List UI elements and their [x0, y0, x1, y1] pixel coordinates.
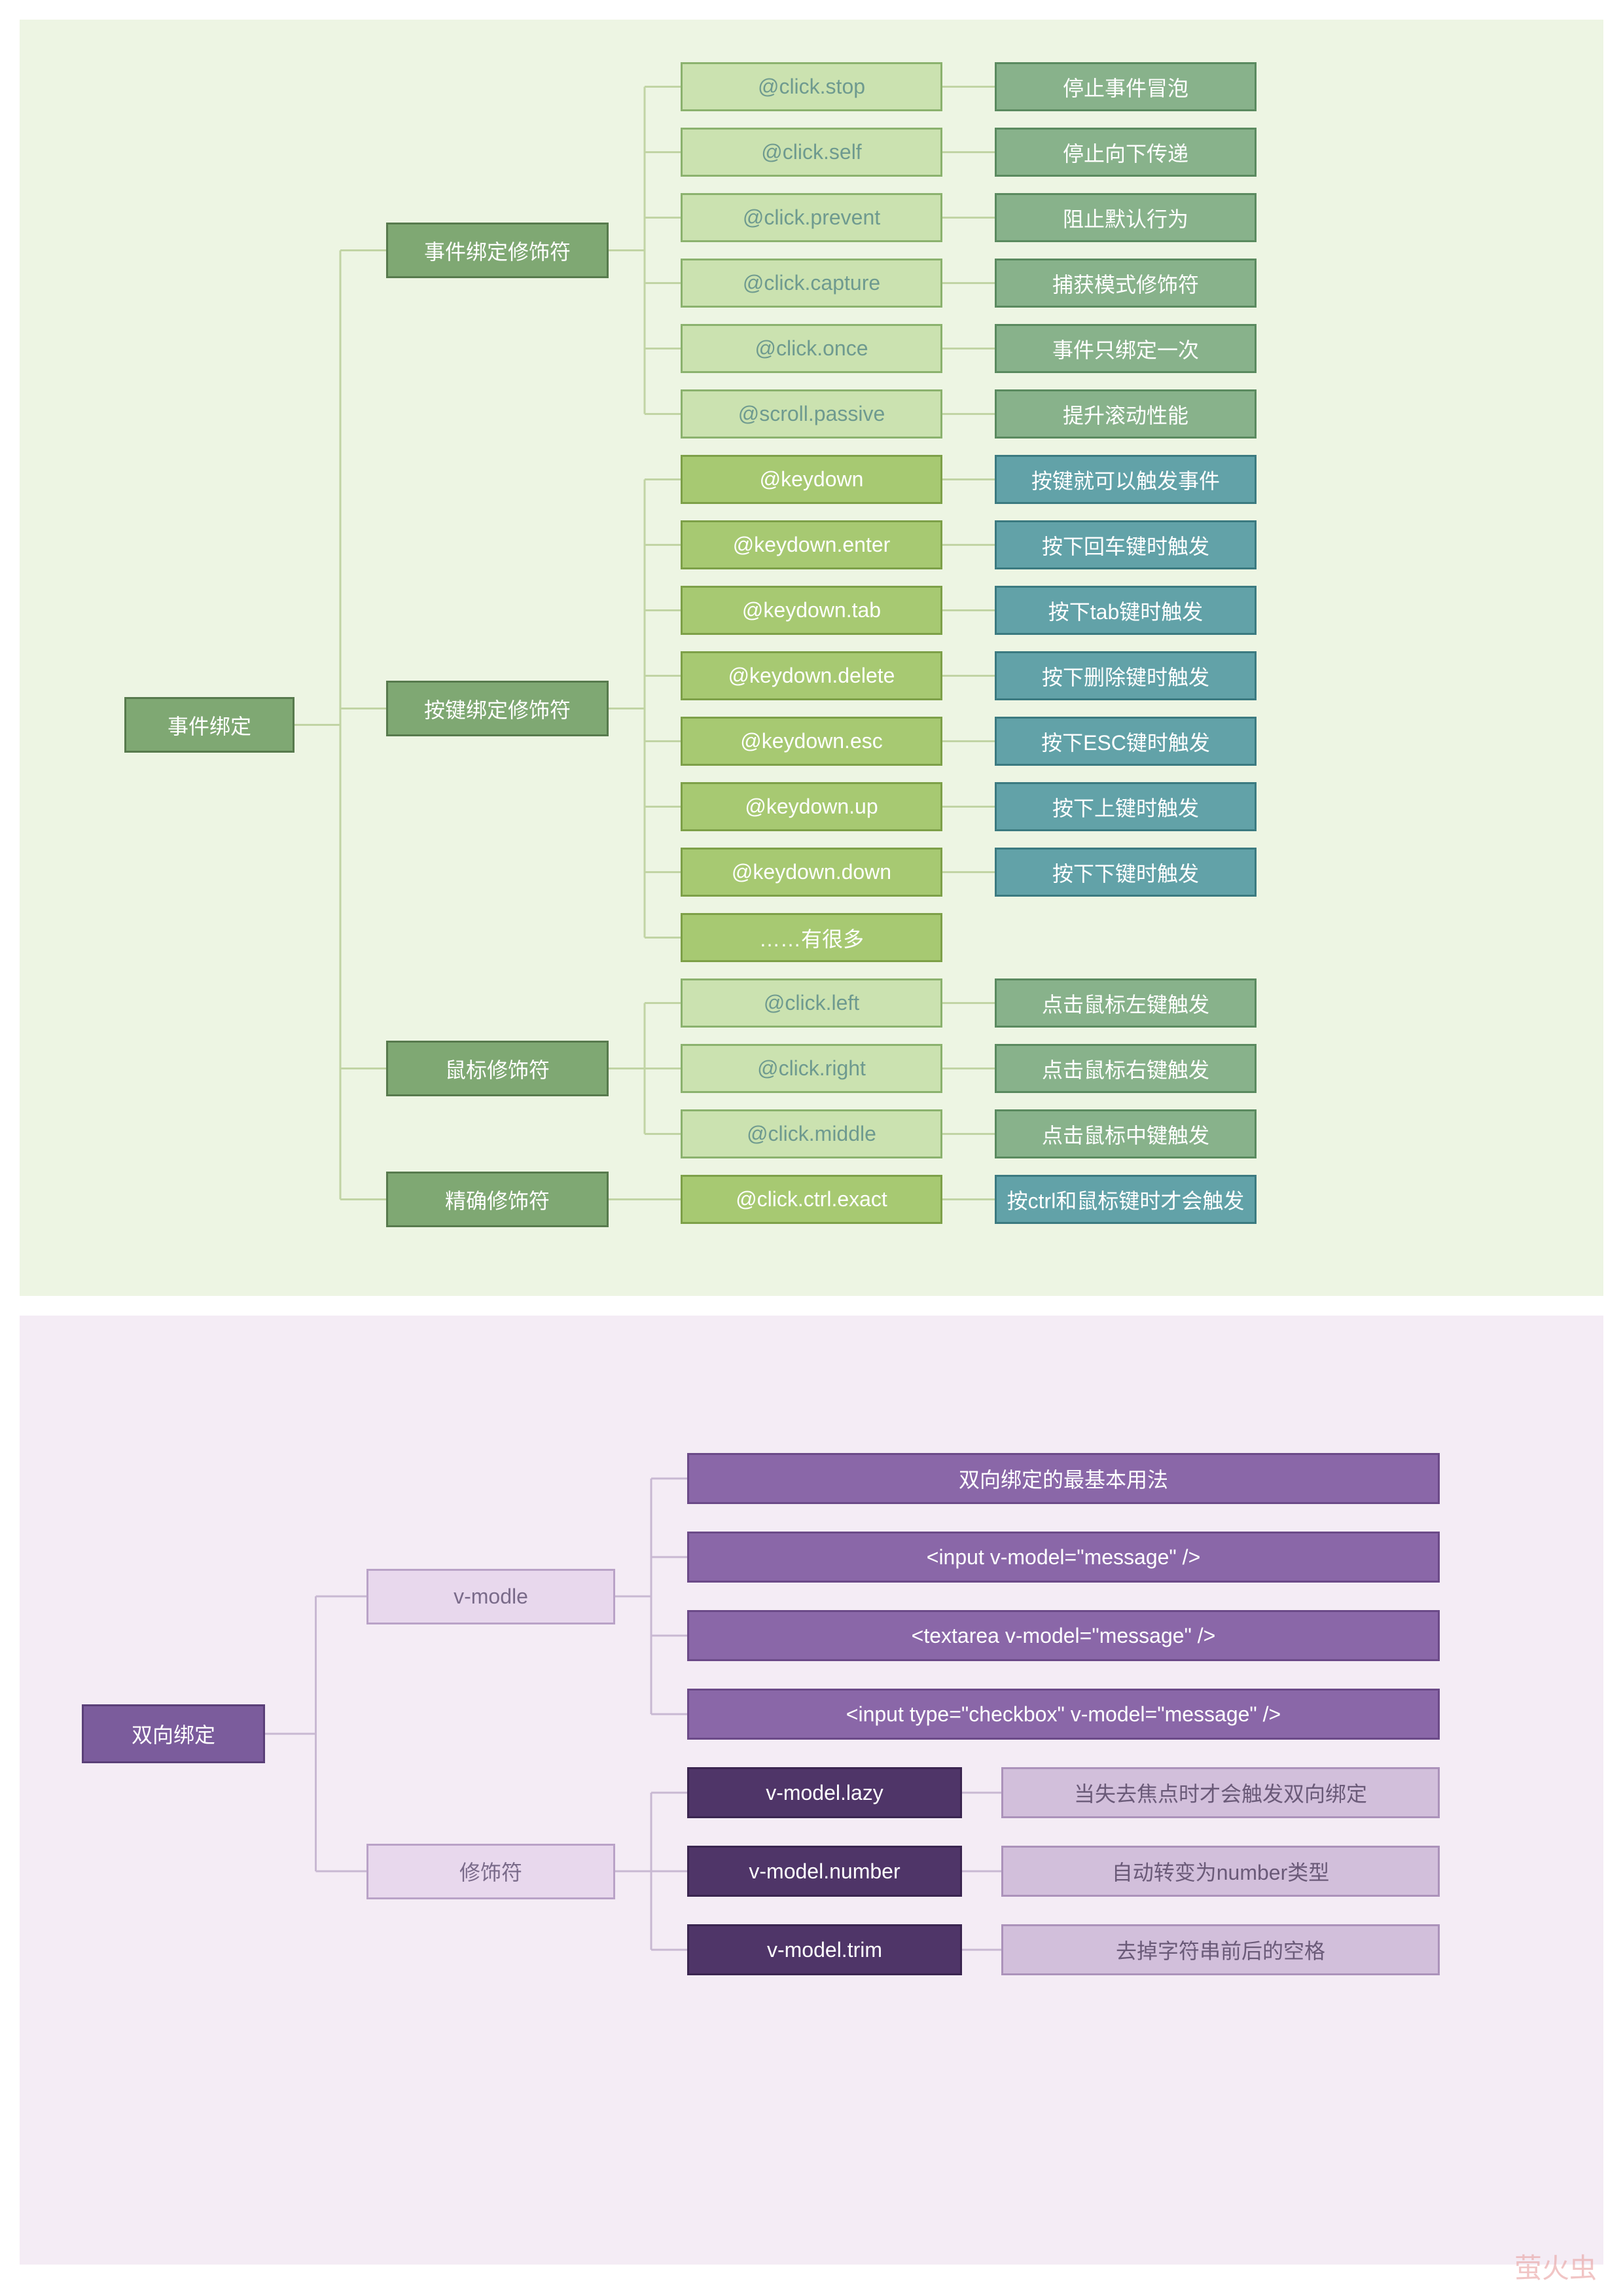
- level2-node-mouse: 鼠标修饰符: [386, 1041, 609, 1096]
- desc-node: 捕获模式修饰符: [995, 259, 1257, 308]
- desc-node: 点击鼠标中键触发: [995, 1109, 1257, 1158]
- desc-node: 按下下键时触发: [995, 848, 1257, 897]
- code-node: @keydown: [681, 455, 942, 504]
- code-node: @keydown.esc: [681, 717, 942, 766]
- code-node: @click.right: [681, 1044, 942, 1093]
- vmodel-row: <textarea v-model="message" />: [687, 1610, 1440, 1661]
- desc-node: 点击鼠标右键触发: [995, 1044, 1257, 1093]
- root-node-twoway: 双向绑定: [82, 1704, 265, 1763]
- desc-node: 事件只绑定一次: [995, 324, 1257, 373]
- code-node: @click.left: [681, 978, 942, 1028]
- code-node: @keydown.tab: [681, 586, 942, 635]
- modifier-code: v-model.lazy: [687, 1767, 962, 1818]
- code-node: @click.once: [681, 324, 942, 373]
- desc-node: 按ctrl和鼠标键时才会触发: [995, 1175, 1257, 1224]
- modifier-code: v-model.trim: [687, 1924, 962, 1975]
- code-node: @keydown.delete: [681, 651, 942, 700]
- desc-node: 按键就可以触发事件: [995, 455, 1257, 504]
- code-node: @keydown.up: [681, 782, 942, 831]
- desc-node: 按下tab键时触发: [995, 586, 1257, 635]
- code-node: @keydown.enter: [681, 520, 942, 569]
- vmodel-row: <input type="checkbox" v-model="message"…: [687, 1689, 1440, 1740]
- code-node: @keydown.down: [681, 848, 942, 897]
- desc-node: 按下删除键时触发: [995, 651, 1257, 700]
- level2-node-exact: 精确修饰符: [386, 1172, 609, 1227]
- desc-node: 按下回车键时触发: [995, 520, 1257, 569]
- level2-vmodel: v-modle: [366, 1569, 615, 1624]
- code-node: @click.self: [681, 128, 942, 177]
- root-node-event: 事件绑定: [124, 697, 294, 753]
- code-node: @click.stop: [681, 62, 942, 111]
- desc-node: 提升滚动性能: [995, 389, 1257, 439]
- desc-node: 点击鼠标左键触发: [995, 978, 1257, 1028]
- level2-modifier: 修饰符: [366, 1844, 615, 1899]
- level2-node-evt: 事件绑定修饰符: [386, 223, 609, 278]
- watermark: 萤火虫: [1514, 2246, 1597, 2286]
- code-node: ……有很多: [681, 913, 942, 962]
- desc-node: 停止事件冒泡: [995, 62, 1257, 111]
- code-node: @click.prevent: [681, 193, 942, 242]
- desc-node: 停止向下传递: [995, 128, 1257, 177]
- modifier-code: v-model.number: [687, 1846, 962, 1897]
- code-node: @scroll.passive: [681, 389, 942, 439]
- code-node: @click.ctrl.exact: [681, 1175, 942, 1224]
- vmodel-row: <input v-model="message" />: [687, 1532, 1440, 1583]
- panel-two-way-binding: 双向绑定的最基本用法 <input v-model="message" /> <te…: [20, 1316, 1603, 2265]
- desc-node: 阻止默认行为: [995, 193, 1257, 242]
- code-node: @click.middle: [681, 1109, 942, 1158]
- level2-node-key: 按键绑定修饰符: [386, 681, 609, 736]
- modifier-desc: 去掉字符串前后的空格: [1001, 1924, 1440, 1975]
- vmodel-row: 双向绑定的最基本用法: [687, 1453, 1440, 1504]
- modifier-desc: 当失去焦点时才会触发双向绑定: [1001, 1767, 1440, 1818]
- desc-node: 按下ESC键时触发: [995, 717, 1257, 766]
- code-node: @click.capture: [681, 259, 942, 308]
- panel-event-binding: @click.stop 停止事件冒泡 @click.self 停止向下传递 @click…: [20, 20, 1603, 1296]
- desc-node: 按下上键时触发: [995, 782, 1257, 831]
- modifier-desc: 自动转变为number类型: [1001, 1846, 1440, 1897]
